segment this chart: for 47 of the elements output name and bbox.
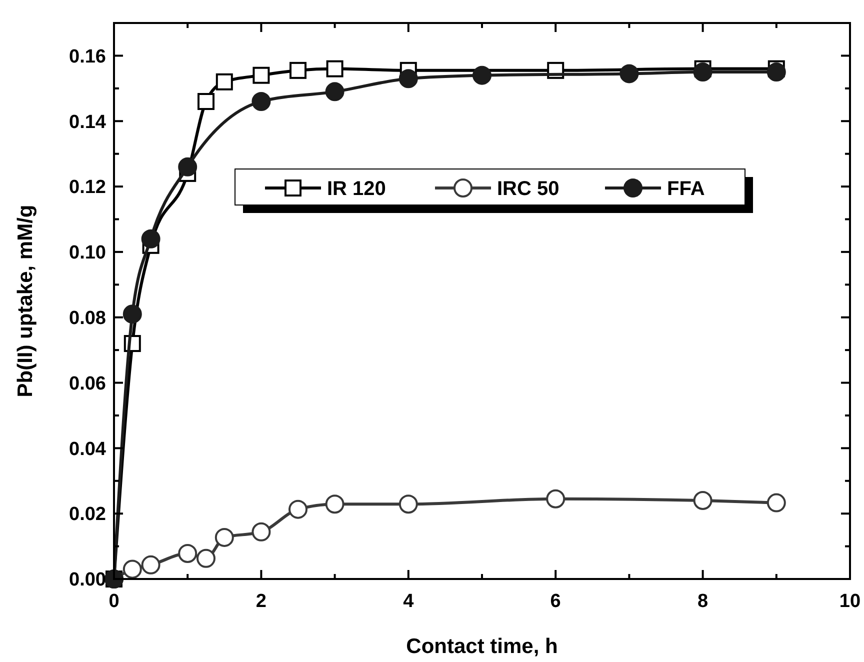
point	[693, 491, 712, 510]
point	[141, 229, 160, 248]
point	[178, 544, 198, 563]
point	[326, 60, 344, 78]
point	[693, 62, 712, 82]
point	[196, 548, 216, 568]
point	[198, 92, 214, 110]
point	[766, 62, 786, 82]
x-tick-label: 0	[108, 591, 120, 612]
point	[288, 500, 308, 519]
legend-label: IRC 50	[497, 178, 560, 200]
point	[546, 489, 566, 508]
point	[141, 555, 160, 574]
x-tick-label: 10	[839, 591, 861, 612]
y-tick-label: 0.08	[69, 308, 106, 330]
y-tick-label: 0.10	[69, 242, 106, 264]
point	[252, 92, 271, 111]
point	[122, 304, 142, 324]
x-axis-title: Contact time, h	[406, 635, 558, 658]
y-tick-label: 0.12	[69, 177, 106, 198]
point	[290, 62, 306, 79]
point	[398, 494, 418, 514]
legend-label: IR 120	[327, 178, 386, 200]
legend-label: FFA	[667, 178, 705, 200]
y-tick-label: 0.16	[69, 46, 106, 68]
y-tick-label: 0.02	[69, 504, 106, 526]
point	[620, 64, 639, 84]
point	[398, 69, 418, 88]
point	[122, 560, 142, 579]
x-tick-label: 8	[698, 591, 708, 612]
x-tick-label: 2	[256, 591, 266, 612]
point	[252, 522, 271, 542]
y-tick-label: 0.00	[69, 570, 106, 591]
point	[325, 82, 344, 102]
point	[178, 157, 198, 176]
y-tick-label: 0.06	[69, 373, 106, 394]
x-tick-label: 4	[403, 591, 414, 612]
point	[325, 494, 344, 514]
point	[214, 528, 234, 547]
point	[216, 73, 233, 90]
y-axis-title: Pb(II) uptake, mM/g	[14, 204, 37, 398]
point	[766, 493, 786, 512]
y-tick-label: 0.14	[69, 112, 106, 133]
point	[472, 66, 492, 85]
y-tick-label: 0.04	[69, 438, 106, 460]
point	[252, 66, 270, 84]
x-tick-label: 6	[550, 591, 561, 612]
